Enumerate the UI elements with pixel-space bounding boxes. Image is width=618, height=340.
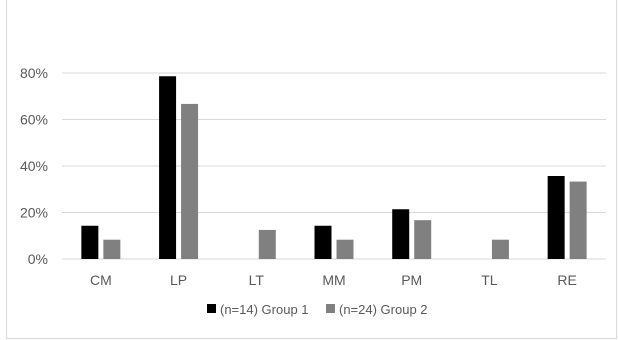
legend-label-series-1: (n=14) Group 1 bbox=[220, 302, 309, 317]
bar-lp-series-2 bbox=[181, 103, 199, 259]
bar-pm-series-2 bbox=[414, 220, 432, 259]
y-axis-tick-labels: 0% 20% 40% 60% 80% bbox=[20, 65, 48, 267]
legend: (n=14) Group 1 (n=24) Group 2 bbox=[207, 302, 428, 317]
bars bbox=[81, 76, 587, 259]
y-tick-label-0: 0% bbox=[28, 251, 48, 267]
x-tick-label-re: RE bbox=[557, 272, 576, 288]
bar-tl-series-2 bbox=[491, 239, 509, 259]
y-tick-label-20: 20% bbox=[20, 205, 48, 221]
bar-pm-series-1 bbox=[392, 209, 410, 259]
y-tick-label-60: 60% bbox=[20, 112, 48, 128]
bar-mm-series-2 bbox=[336, 239, 354, 259]
bar-lt-series-2 bbox=[258, 229, 276, 259]
chart-area bbox=[6, 0, 617, 339]
x-tick-label-cm: CM bbox=[90, 272, 112, 288]
bar-cm-series-2 bbox=[103, 239, 121, 259]
bar-re-series-1 bbox=[547, 175, 565, 259]
x-tick-label-tl: TL bbox=[481, 272, 498, 288]
x-tick-label-lt: LT bbox=[249, 272, 265, 288]
bar-mm-series-1 bbox=[314, 225, 332, 259]
x-tick-label-mm: MM bbox=[322, 272, 345, 288]
x-axis-tick-labels: CM LP LT MM PM TL RE bbox=[90, 272, 577, 288]
x-tick-label-pm: PM bbox=[401, 272, 422, 288]
legend-swatch-series-1 bbox=[207, 304, 216, 313]
bar-cm-series-1 bbox=[81, 225, 99, 259]
y-tick-label-80: 80% bbox=[20, 65, 48, 81]
legend-label-series-2: (n=24) Group 2 bbox=[339, 302, 428, 317]
gridlines bbox=[62, 72, 606, 260]
y-tick-label-40: 40% bbox=[20, 158, 48, 174]
bar-re-series-2 bbox=[569, 181, 587, 259]
bar-lp-series-1 bbox=[159, 76, 177, 259]
x-tick-label-lp: LP bbox=[170, 272, 187, 288]
legend-swatch-series-2 bbox=[326, 304, 335, 313]
